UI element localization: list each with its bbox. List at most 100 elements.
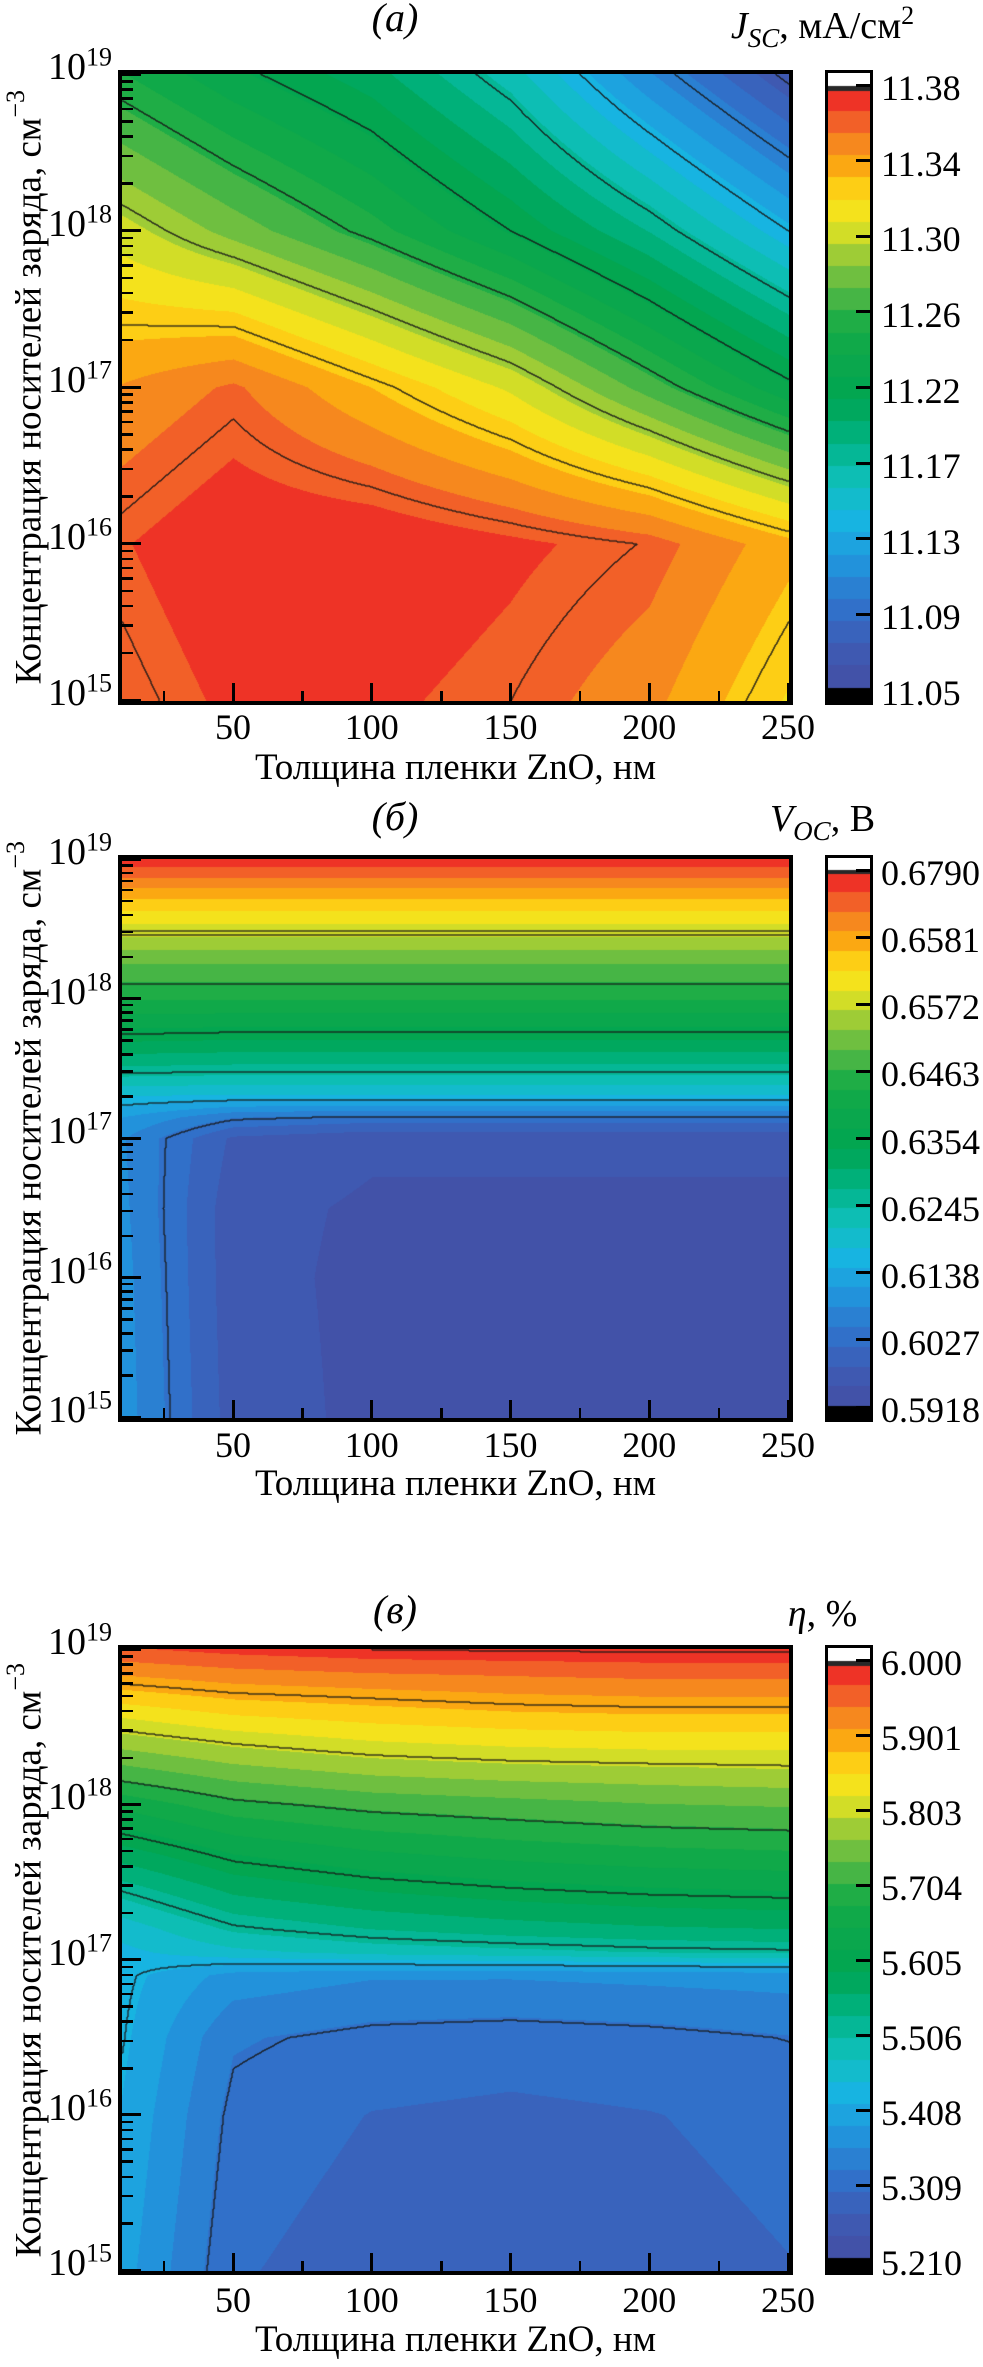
y-minor-tick: [122, 930, 133, 934]
y-minor-tick: [122, 577, 133, 580]
y-tick-label: 1019: [48, 827, 112, 873]
x-tick-label: 200: [622, 1425, 677, 1465]
x-major-tick: [509, 2253, 512, 2271]
y-tick-labels-b: 1019 1018 1017 1016 1015: [0, 829, 112, 1429]
colorbar-tick-label: 0.6027: [881, 1322, 980, 1363]
x-minor-tick: [301, 691, 304, 701]
y-minor-tick: [122, 401, 133, 404]
y-minor-tick: [122, 467, 133, 471]
colorbar-tick-labels-v: 6.000 5.901 5.803 5.704 5.605 5.506 5.408 5.309…: [881, 1645, 983, 2281]
y-minor-tick: [122, 1982, 133, 1986]
x-major-tick: [786, 2253, 790, 2271]
x-major-tick: [786, 1400, 790, 1418]
y-minor-tick: [122, 420, 133, 424]
y-minor-tick: [122, 2128, 133, 2132]
y-minor-tick: [122, 1827, 133, 1830]
x-tick-labels-a: 50 100 150 200 250: [118, 707, 815, 754]
colorbar-v-variable: η: [787, 1593, 807, 1635]
colorbar-tick-labels-a: 11.38 11.34 11.30 11.26 11.22 11.17 11.13 11.09…: [881, 68, 983, 711]
y-minor-tick: [122, 549, 133, 553]
y-minor-tick: [122, 1374, 133, 1377]
y-minor-tick: [122, 2039, 133, 2043]
y-minor-tick: [122, 1150, 133, 1154]
x-major-tick: [647, 2253, 651, 2271]
y-minor-tick: [122, 1209, 133, 1213]
y-tick-label: 1015: [48, 1385, 112, 1431]
colorbar-tick: [856, 537, 870, 541]
y-minor-tick: [122, 276, 133, 280]
y-major-tick: [122, 385, 141, 389]
y-minor-tick: [122, 1756, 133, 1759]
y-minor-tick: [122, 2222, 133, 2225]
y-minor-tick: [122, 1709, 133, 1713]
colorbar-tick-label: 11.26: [881, 294, 961, 335]
y-minor-tick: [122, 1011, 133, 1014]
y-major-tick: [122, 1415, 141, 1419]
colorbar-tick-label: 0.6463: [881, 1054, 980, 1095]
x-tick-label: 100: [344, 707, 399, 747]
heatmap-canvas-a: [122, 74, 789, 701]
colorbar-tick-label: 11.05: [881, 673, 961, 713]
y-minor-tick: [122, 1298, 133, 1301]
colorbar-tick-label: 11.13: [881, 521, 961, 562]
x-tick-label: 50: [215, 2280, 251, 2320]
y-minor-tick: [122, 1682, 133, 1685]
y-minor-tick: [122, 589, 133, 593]
heatmap-canvas-v: [122, 1649, 789, 2271]
y-minor-tick: [122, 1318, 133, 1321]
x-minor-tick: [301, 2261, 304, 2271]
y-tick-label: 1017: [48, 1927, 112, 1974]
panel-b-title: (б): [371, 794, 419, 839]
x-minor-tick: [301, 1408, 304, 1418]
colorbar-tick: [856, 688, 870, 692]
x-tick-label: 250: [761, 707, 815, 747]
colorbar-tick-label: 0.6138: [881, 1255, 980, 1296]
colorbar-tick-label: 0.6572: [881, 987, 980, 1028]
y-minor-tick: [122, 2120, 133, 2124]
y-minor-tick: [122, 1158, 133, 1162]
x-minor-tick: [578, 1408, 582, 1418]
x-tick-label: 50: [215, 1425, 251, 1465]
y-minor-tick: [122, 1992, 133, 1996]
y-minor-tick: [122, 913, 133, 916]
y-minor-tick: [122, 955, 133, 958]
y-tick-label: 1017: [48, 1106, 112, 1152]
y-minor-tick: [122, 2067, 133, 2070]
y-minor-tick: [122, 1349, 133, 1352]
colorbar-tick-label: 5.901: [881, 1718, 962, 1758]
colorbar-tick: [856, 1137, 870, 1140]
colorbar-tick-label: 11.38: [881, 68, 961, 108]
colorbar-a-unit-exponent: 2: [901, 1, 915, 30]
colorbar-tick-label: 5.803: [881, 1793, 962, 1833]
colorbar-tick: [856, 83, 870, 87]
y-minor-tick: [122, 244, 133, 248]
colorbar-tick: [856, 868, 870, 872]
y-minor-tick: [122, 879, 133, 883]
y-major-tick: [122, 1958, 141, 1961]
colorbar-tick: [856, 1405, 870, 1409]
y-minor-tick: [122, 107, 133, 111]
y-tick-label: 1015: [48, 668, 112, 714]
y-major-tick: [122, 698, 141, 702]
colorbar-tick: [856, 2108, 870, 2112]
colorbar-tick-label: 0.6245: [881, 1188, 980, 1229]
x-tick-label: 150: [483, 707, 538, 747]
colorbar-tick: [856, 159, 870, 163]
y-minor-tick: [122, 1178, 133, 1182]
y-tick-labels-v: 1019 1018 1017 1016 1015: [0, 1619, 112, 2282]
y-major-tick: [122, 1802, 141, 1806]
colorbar-v-title: η, %: [655, 1592, 983, 1638]
y-minor-tick: [122, 135, 133, 138]
colorbar-tick: [856, 1271, 870, 1275]
y-minor-tick: [122, 448, 133, 451]
colorbar-tick: [856, 1002, 870, 1006]
y-minor-tick: [122, 1039, 133, 1042]
y-minor-tick: [122, 871, 133, 875]
x-major-tick: [509, 1400, 512, 1418]
y-minor-tick: [122, 1973, 133, 1977]
colorbar-tick-label: 5.210: [881, 2243, 962, 2283]
colorbar-v: [825, 1645, 873, 2275]
y-major-tick: [122, 72, 141, 76]
x-tick-label: 150: [483, 1425, 538, 1465]
